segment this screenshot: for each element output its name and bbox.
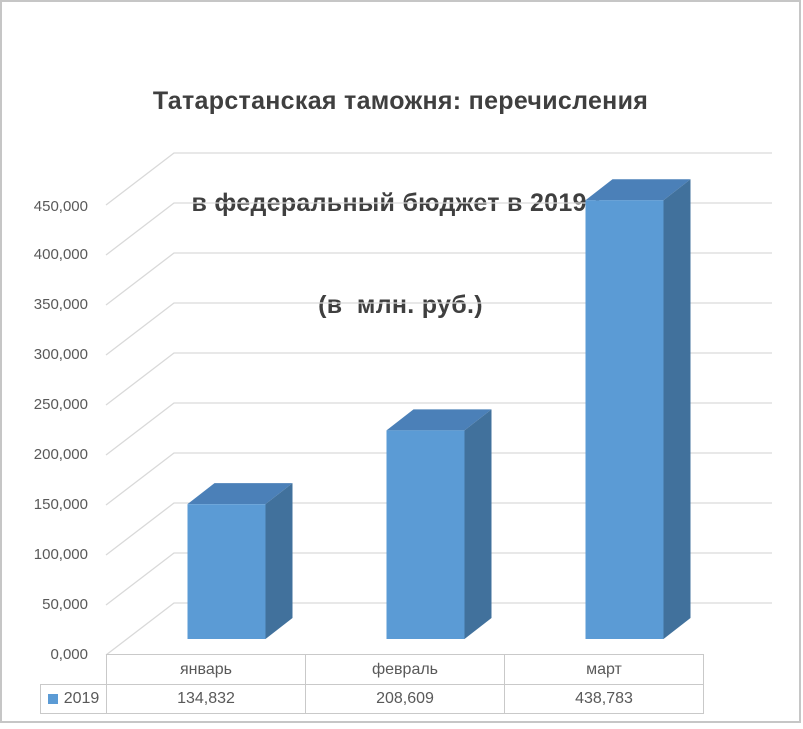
- bar-январь: [187, 483, 293, 639]
- gridline: [105, 602, 772, 656]
- value-january: 134,832: [107, 685, 306, 713]
- chart-title-line-3: (в млн. руб.): [318, 291, 483, 319]
- gridline: [105, 402, 772, 456]
- bar-февраль: [386, 409, 492, 639]
- gridline: [105, 252, 772, 306]
- gridline: [105, 552, 772, 606]
- bar-март-front-face: [585, 200, 664, 640]
- gridline: [105, 352, 772, 406]
- bar-март-top-face: [585, 179, 691, 201]
- chart-title-line-1: Татарстанская таможня: перечисления: [152, 87, 649, 115]
- bar-январь-top-face: [187, 483, 293, 505]
- y-axis-tick-label: 150,000: [33, 496, 88, 513]
- gridline: [105, 452, 772, 506]
- y-axis-tick-label: 0,000: [50, 646, 88, 663]
- data-table-value-row: 2019 134,832 208,609 438,783: [40, 684, 704, 714]
- category-label-march: март: [586, 660, 622, 678]
- category-label-january: январь: [107, 655, 306, 684]
- bar-январь-front-face: [187, 504, 266, 639]
- y-axis-tick-label: 300,000: [33, 346, 88, 363]
- y-axis-tick-label: 450,000: [33, 198, 88, 215]
- bar-февраль-top-face: [386, 409, 492, 431]
- bar-февраль-side-face: [464, 409, 492, 639]
- y-axis-tick-label: 100,000: [33, 546, 88, 563]
- y-axis-tick-label: 250,000: [33, 396, 88, 413]
- bar-январь-side-face: [265, 483, 293, 639]
- y-axis-tick-label: 200,000: [33, 446, 88, 463]
- value-march: 438,783: [575, 690, 633, 707]
- bar-февраль-front-face: [386, 430, 465, 639]
- y-axis-tick-label: 350,000: [33, 296, 88, 313]
- y-axis-tick-label: 400,000: [33, 246, 88, 263]
- gridline: [105, 152, 772, 206]
- bar-март: [585, 179, 691, 640]
- gridline: [105, 302, 772, 356]
- legend-color-swatch: [47, 694, 58, 704]
- gridline: [105, 202, 772, 256]
- y-axis-tick-label: 50,000: [42, 596, 88, 613]
- value-february: 208,609: [306, 685, 505, 713]
- legend-entry-2019: 2019: [41, 685, 107, 713]
- category-label-february: февраль: [306, 655, 505, 684]
- gridline: [105, 502, 772, 556]
- data-table-category-row: январь февраль март: [106, 654, 704, 684]
- legend-series-label: 2019: [63, 690, 100, 707]
- bar-март-side-face: [663, 179, 691, 640]
